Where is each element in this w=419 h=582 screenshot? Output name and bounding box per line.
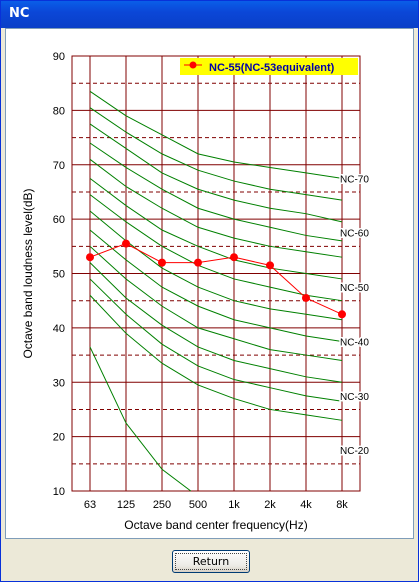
nc-curve-line xyxy=(89,107,343,201)
y-tick-label: 60 xyxy=(53,214,65,226)
nc-curve-line xyxy=(89,229,343,342)
y-tick-label: 20 xyxy=(53,432,65,444)
nc-curve-line xyxy=(89,142,343,242)
nc-curve-label: NC-30 xyxy=(340,392,369,403)
button-bar: Return xyxy=(1,541,418,581)
measured-series-line xyxy=(89,243,343,315)
nc-curve-line xyxy=(89,158,343,258)
y-tick-label: 50 xyxy=(53,269,65,281)
nc-curve-label: NC-50 xyxy=(340,283,369,294)
legend-label: NC-55(NC-53equivalent) xyxy=(209,62,335,74)
nc-curve-line xyxy=(89,123,343,223)
window-title: NC xyxy=(9,6,30,21)
y-tick-label: 40 xyxy=(53,323,65,335)
nc-curve-line xyxy=(89,210,343,321)
y-tick-label: 30 xyxy=(53,377,65,389)
return-button[interactable]: Return xyxy=(172,550,250,573)
measured-data-point xyxy=(122,239,130,248)
nc-curve-label: NC-40 xyxy=(340,337,369,348)
nc-curve-label: NC-70 xyxy=(340,174,369,185)
x-tick-label: 500 xyxy=(189,499,207,511)
nc-curve-line xyxy=(89,294,343,421)
legend-marker xyxy=(189,61,197,69)
nc-curve-line xyxy=(89,194,343,302)
nc-curve-label: NC-20 xyxy=(340,446,369,457)
measured-data-point xyxy=(266,261,274,270)
measured-data-point xyxy=(230,253,238,262)
return-button-label: Return xyxy=(192,555,230,568)
x-tick-label: 8k xyxy=(336,499,348,511)
x-tick-label: 1k xyxy=(228,499,240,511)
measured-data-point xyxy=(158,258,166,267)
nc-curve-line xyxy=(89,262,343,383)
nc-curve-line xyxy=(89,346,192,492)
legend-box xyxy=(180,58,358,75)
y-tick-label: 80 xyxy=(53,105,65,117)
x-tick-label: 250 xyxy=(153,499,171,511)
title-bar[interactable]: NC xyxy=(1,1,418,28)
measured-data-point xyxy=(302,293,310,302)
nc-curve-line xyxy=(89,177,343,280)
x-tick-label: 63 xyxy=(84,499,96,511)
y-tick-label: 70 xyxy=(53,160,65,172)
x-axis-label: Octave band center frequency(Hz) xyxy=(124,518,307,532)
y-tick-label: 90 xyxy=(53,51,65,63)
measured-data-point xyxy=(194,258,202,267)
nc-curve-line xyxy=(89,90,343,179)
x-tick-label: 125 xyxy=(117,499,135,511)
nc-curve-line xyxy=(89,278,343,402)
x-tick-label: 2k xyxy=(264,499,276,511)
nc-chart: 10 20 30 40 50 60 70 80 90 63 125 250 500 1k 2k 4k 8k Oct… xyxy=(21,51,371,532)
nc-curve-line xyxy=(89,245,343,361)
measured-data-point xyxy=(86,253,94,262)
measured-data-point xyxy=(338,310,346,319)
y-tick-label: 10 xyxy=(53,486,65,498)
y-axis-label: Octave band loudness level(dB) xyxy=(21,188,35,358)
chart-panel: 10 20 30 40 50 60 70 80 90 63 125 250 500 1k 2k 4k 8k Oct… xyxy=(5,28,414,539)
x-tick-label: 4k xyxy=(300,499,312,511)
nc-curve-label: NC-60 xyxy=(340,229,369,240)
